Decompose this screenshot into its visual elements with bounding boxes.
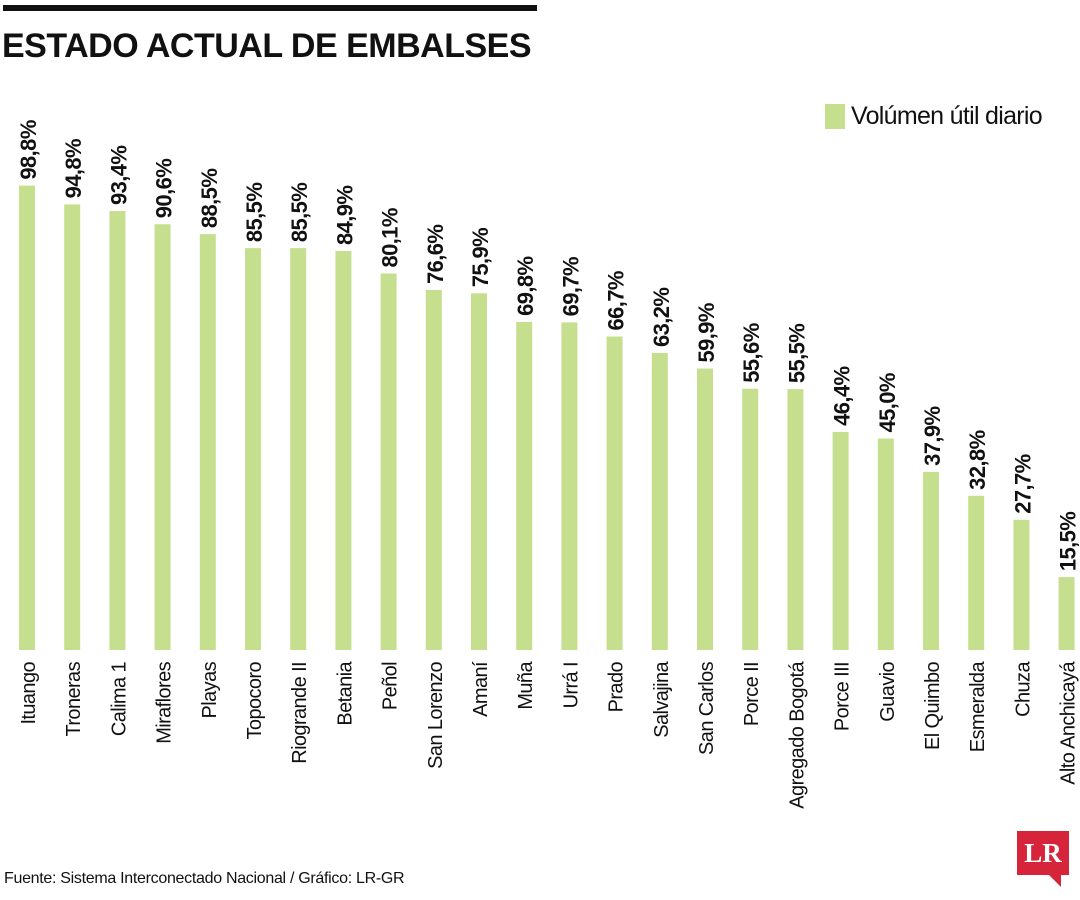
legend-label: Volúmen útil diario [851, 101, 1043, 130]
category-label-23: Chuza [1012, 661, 1034, 717]
source-note: Fuente: Sistema Interconectado Nacional … [4, 870, 405, 887]
bar-17 [742, 388, 759, 650]
data-label-2: 94,8% [61, 139, 86, 198]
category-label-8: Betania [334, 661, 356, 726]
category-label-1: Ituango [18, 662, 40, 725]
bar-3 [109, 211, 126, 650]
category-label-10: San Lorenzo [425, 662, 447, 769]
data-label-3: 93,4% [106, 146, 131, 205]
bar-12 [516, 321, 533, 650]
category-label-18: Agregado Bogotá [786, 661, 808, 809]
bar-6 [245, 248, 261, 650]
data-label-14: 66,7% [604, 271, 629, 330]
legend-swatch [825, 103, 845, 129]
data-label-6: 85,5% [242, 183, 267, 242]
legend: Volúmen útil diario [825, 101, 1043, 131]
data-label-5: 88,5% [197, 169, 222, 228]
category-label-17: Porce II [741, 662, 763, 726]
category-label-20: Guavio [877, 662, 899, 722]
data-label-12: 69,8% [513, 256, 538, 315]
lr-logo: LR [1017, 831, 1069, 875]
category-label-15: Salvajina [651, 661, 673, 738]
data-label-8: 84,9% [332, 186, 357, 245]
chart-title: ESTADO ACTUAL DE EMBALSES [2, 27, 532, 65]
category-label-5: Playas [199, 661, 221, 718]
data-label-23: 27,7% [1010, 454, 1035, 513]
bar-21 [923, 471, 939, 650]
title-rule [3, 5, 537, 11]
data-label-4: 90,6% [152, 159, 177, 218]
category-label-9: Peñol [380, 662, 402, 710]
category-label-14: Prado [606, 662, 628, 713]
category-label-2: Troneras [63, 661, 85, 736]
data-label-17: 55,6% [739, 323, 764, 382]
bar-4 [154, 224, 171, 650]
bar-7 [290, 248, 307, 650]
bar-2 [64, 204, 81, 650]
data-label-21: 37,9% [920, 406, 945, 465]
bar-14 [606, 336, 623, 650]
bar-18 [787, 389, 804, 650]
category-label-4: Miraflores [154, 661, 176, 743]
data-label-20: 45,0% [875, 373, 900, 432]
category-label-12: Muña [515, 661, 537, 710]
data-label-1: 98,8% [16, 120, 41, 179]
bar-11 [471, 293, 487, 650]
data-label-7: 85,5% [287, 183, 312, 242]
category-label-6: Topocoro [244, 662, 266, 740]
logo-text: LR [1024, 838, 1062, 868]
bar-24 [1058, 577, 1075, 650]
data-label-22: 32,8% [965, 430, 990, 489]
category-label-13: Urrá I [560, 662, 582, 708]
data-label-11: 75,9% [468, 228, 493, 287]
bar-1 [19, 185, 35, 650]
bar-5 [199, 234, 216, 650]
category-label-3: Calima 1 [108, 662, 130, 737]
data-label-13: 69,7% [558, 257, 583, 316]
data-label-9: 80,1% [378, 208, 403, 267]
bar-13 [561, 322, 578, 650]
category-label-21: El Quimbo [922, 662, 944, 750]
bar-20 [877, 438, 894, 650]
category-label-19: Porce III [832, 662, 854, 731]
bar-8 [335, 251, 352, 650]
bar-22 [968, 495, 985, 650]
category-label-16: San Carlos [696, 661, 718, 755]
data-label-10: 76,6% [423, 225, 448, 284]
bar-9 [380, 273, 397, 650]
data-label-18: 55,5% [784, 324, 809, 383]
category-label-11: Amaní [470, 661, 492, 717]
category-label-24: Alto Anchicayá [1058, 661, 1080, 785]
logo-tail [1049, 875, 1061, 887]
bar-16 [697, 368, 713, 650]
bar-19 [832, 431, 849, 650]
data-label-19: 46,4% [830, 366, 855, 425]
bar-15 [651, 353, 668, 650]
data-label-24: 15,5% [1056, 512, 1080, 571]
data-label-16: 59,9% [694, 303, 719, 362]
data-label-15: 63,2% [649, 288, 674, 347]
category-label-22: Esmeralda [967, 661, 989, 753]
bar-10 [425, 290, 442, 650]
category-label-7: Riogrande II [289, 662, 311, 764]
bar-23 [1013, 519, 1030, 650]
